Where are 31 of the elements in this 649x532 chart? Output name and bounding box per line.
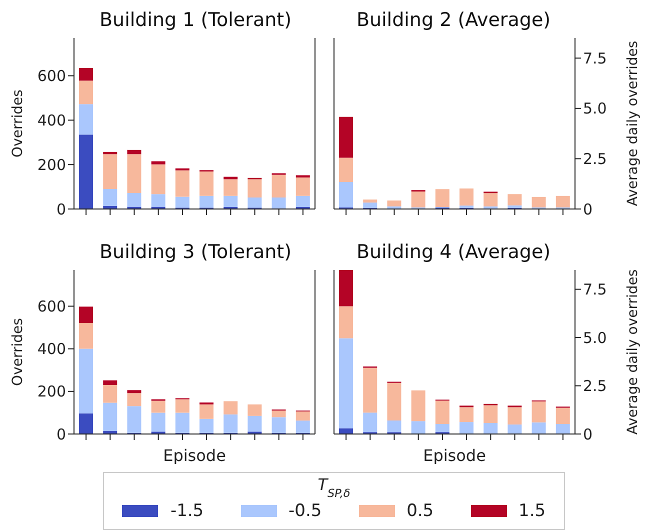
x-axis-title: Episode	[163, 446, 226, 465]
y-tick-label: 600	[37, 67, 66, 86]
y-tick-label: 0	[56, 425, 66, 444]
y2-tick-label: 2.5	[583, 377, 607, 396]
y-axis-title: Overrides	[10, 90, 26, 158]
y-tick-label: 200	[37, 156, 66, 174]
y-tick-label: 200	[37, 382, 66, 401]
chart-title: Building 4 (Average)	[355, 240, 552, 264]
legend-label: 0.5	[406, 501, 434, 521]
legend-label: -0.5	[288, 501, 322, 521]
y2-tick-label: 7.5	[583, 49, 607, 68]
y-axis-title: Overrides	[10, 318, 26, 386]
y2-tick-label: 0	[583, 425, 593, 444]
y-tick-label: 400	[37, 111, 66, 130]
x-axis-title: Episode	[423, 446, 486, 465]
chart-title: Building 2 (Average)	[355, 8, 552, 32]
y2-tick-label: 2.5	[583, 150, 607, 168]
y2-tick-label: 0	[583, 200, 593, 218]
legend-label: 1.5	[518, 501, 546, 521]
y2-tick-label: 7.5	[583, 280, 607, 299]
chart-title: Building 1 (Tolerant)	[98, 8, 292, 32]
y-tick-label: 0	[56, 200, 66, 218]
y2-tick-label: 5.0	[583, 328, 607, 347]
legend-label: -1.5	[170, 501, 204, 521]
legend-title: T$_{SP,δ}$	[318, 475, 350, 500]
y2-axis-title: Average daily overrides	[624, 40, 641, 206]
y-tick-label: 600	[37, 298, 66, 316]
y2-tick-label: 5.0	[583, 100, 607, 118]
chart-title: Building 3 (Tolerant)	[98, 240, 292, 264]
y-tick-label: 400	[37, 340, 66, 358]
y2-axis-title: Average daily overrides	[624, 269, 641, 435]
